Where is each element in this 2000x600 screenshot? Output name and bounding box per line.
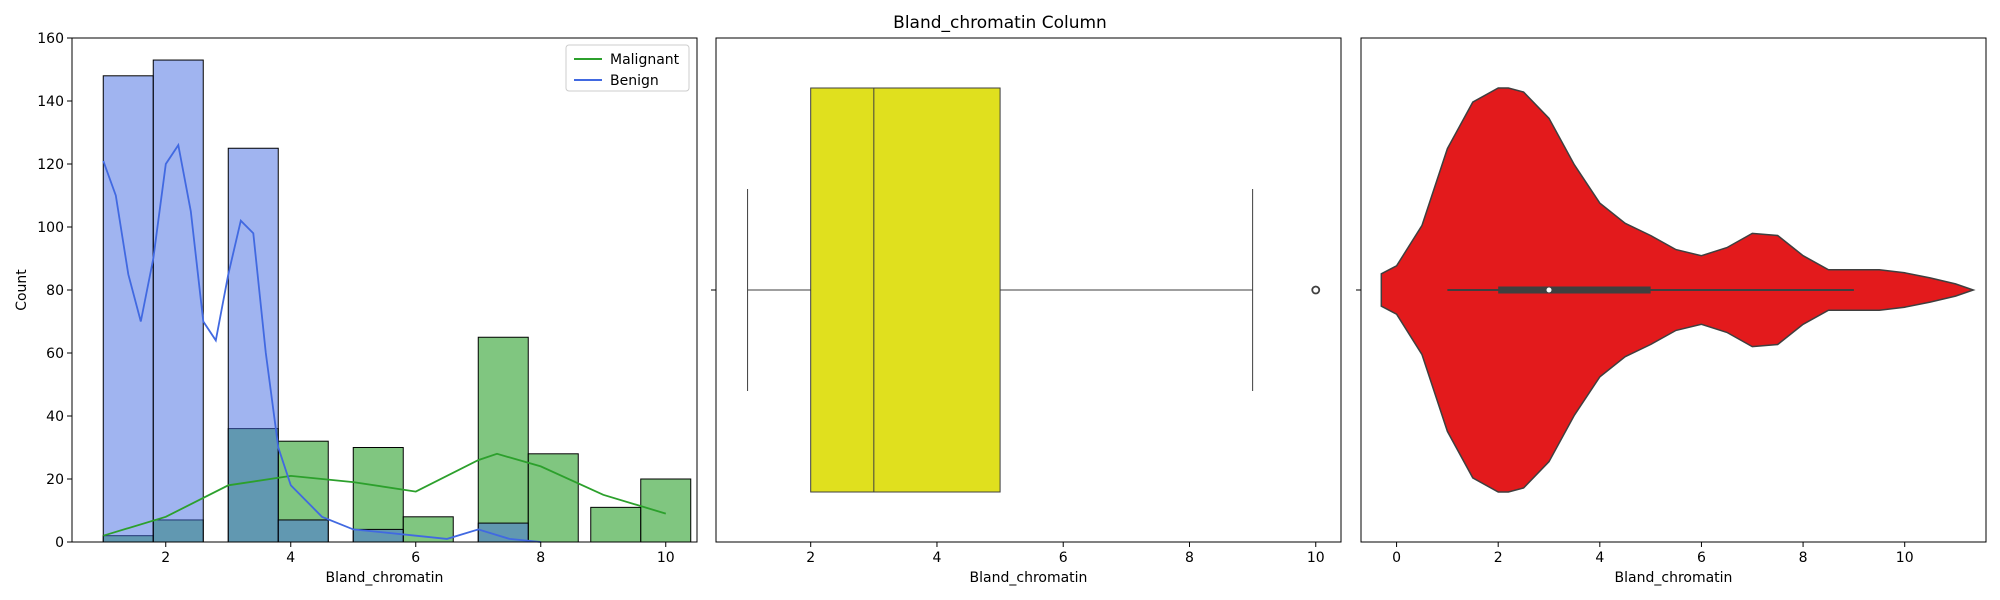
hist-bar-benign bbox=[277, 519, 329, 543]
x-axis-label: Bland_chromatin bbox=[1615, 570, 1733, 586]
y-tick-label: 140 bbox=[37, 94, 64, 110]
x-tick-label: 0 bbox=[1392, 550, 1401, 566]
x-tick-label: 2 bbox=[1494, 550, 1503, 566]
x-tick-label: 8 bbox=[536, 550, 545, 566]
kde-line-benign bbox=[102, 142, 541, 543]
legend-label-benign: Benign bbox=[610, 73, 659, 89]
hist-bar-benign bbox=[152, 59, 204, 543]
x-tick-label: 4 bbox=[1595, 550, 1604, 566]
x-tick-label: 10 bbox=[1896, 550, 1914, 566]
hist-bar-malignant bbox=[352, 447, 404, 543]
hist-bar-malignant bbox=[640, 478, 692, 543]
y-tick-label: 40 bbox=[46, 409, 64, 425]
x-tick-label: 10 bbox=[1307, 550, 1325, 566]
y-tick-label: 20 bbox=[46, 472, 64, 488]
outlier-point bbox=[1311, 285, 1321, 295]
x-tick-label: 6 bbox=[1697, 550, 1706, 566]
x-tick-label: 6 bbox=[1059, 550, 1068, 566]
x-tick-label: 4 bbox=[932, 550, 941, 566]
x-tick-label: 8 bbox=[1799, 550, 1808, 566]
y-tick-label: 80 bbox=[46, 283, 64, 299]
violin-iqr-box bbox=[1498, 286, 1651, 294]
x-tick-label: 4 bbox=[286, 550, 295, 566]
y-tick-label: 0 bbox=[55, 535, 64, 551]
y-axis-label: Count bbox=[14, 269, 30, 311]
x-tick-label: 6 bbox=[411, 550, 420, 566]
legend: Malignant Benign bbox=[565, 44, 690, 92]
hist-bar-malignant bbox=[590, 506, 642, 543]
histogram-panel: 0 20 40 60 80 100 120 140 160 Count 2 4 6 8 10 Bland_ch… bbox=[14, 31, 698, 586]
hist-bar-benign bbox=[227, 147, 279, 543]
boxplot-panel: 2 4 6 8 10 Bland_chromatin bbox=[711, 37, 1342, 586]
axes-frame bbox=[1360, 37, 1987, 543]
y-tick-label: 120 bbox=[37, 157, 64, 173]
hist-bar-malignant bbox=[477, 336, 529, 543]
hist-bar-malignant bbox=[527, 453, 579, 543]
violin-median-point bbox=[1546, 287, 1552, 293]
legend-label-malignant: Malignant bbox=[610, 52, 680, 68]
violin-panel: 0 2 4 6 8 10 Bland_chromatin bbox=[1356, 37, 1987, 586]
x-tick-label: 2 bbox=[161, 550, 170, 566]
x-axis-label: Bland_chromatin bbox=[326, 570, 444, 586]
axes-frame bbox=[715, 37, 1342, 543]
y-tick-label: 100 bbox=[37, 220, 64, 236]
figure-title: Bland_chromatin Column bbox=[893, 13, 1107, 33]
x-tick-label: 2 bbox=[806, 550, 815, 566]
iqr-box bbox=[810, 87, 1001, 493]
x-tick-label: 8 bbox=[1185, 550, 1194, 566]
kde-line-malignant bbox=[103, 452, 667, 537]
y-tick-label: 160 bbox=[37, 31, 64, 47]
x-axis-label: Bland_chromatin bbox=[970, 570, 1088, 586]
y-tick-label: 60 bbox=[46, 346, 64, 362]
hist-bar-benign bbox=[102, 75, 154, 543]
x-tick-label: 10 bbox=[657, 550, 675, 566]
